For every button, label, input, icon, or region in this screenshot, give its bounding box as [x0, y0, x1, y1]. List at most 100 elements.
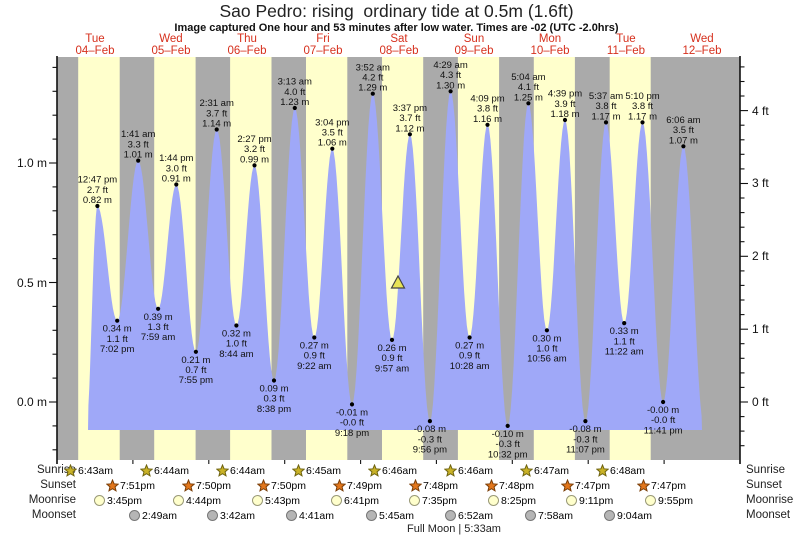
- sunset-entry: 7:47pm: [637, 479, 686, 492]
- row-label-sunset: Sunset: [746, 479, 782, 491]
- sunset-icon: [637, 479, 650, 492]
- low-tide-annotation: 0.30 m 1.0 ft 10:56 am: [527, 333, 567, 364]
- high-tide-annotation: 3:37 pm 3.7 ft 1.12 m: [393, 103, 427, 134]
- low-tide-dot: [193, 349, 198, 354]
- y-axis-label-metres: 0.0 m: [16, 395, 47, 409]
- high-tide-annotation: 5:10 pm 3.8 ft 1.17 m: [625, 91, 659, 122]
- low-tide-dot: [505, 423, 510, 428]
- low-tide-annotation: 0.34 m 1.1 ft 7:02 pm: [100, 324, 134, 355]
- moonset-entry: 3:42am: [206, 509, 255, 522]
- high-tide-dot: [214, 127, 219, 132]
- moonrise-entry: 3:45pm: [93, 494, 142, 507]
- moonrise-time: 9:55pm: [658, 494, 694, 507]
- day-label: Tue 04–Feb: [75, 33, 115, 57]
- high-tide-dot: [370, 91, 375, 96]
- low-tide-annotation: 0.39 m 1.3 ft 7:59 am: [141, 312, 175, 343]
- high-tide-annotation: 1:41 am 3.3 ft 1.01 m: [121, 129, 155, 160]
- moonrise-icon: [331, 495, 342, 506]
- high-tide-annotation: 3:04 pm 3.5 ft 1.06 m: [315, 117, 349, 148]
- moonset-time: 2:49am: [142, 509, 178, 522]
- high-tide-dot: [292, 105, 297, 111]
- low-tide-annotation: -0.08 m -0.3 ft 9:56 pm: [413, 424, 447, 455]
- high-tide-dot: [95, 203, 100, 209]
- moonset-time: 9:04am: [617, 509, 653, 522]
- high-tide-annotation: 4:09 pm 3.8 ft 1.16 m: [470, 93, 504, 124]
- row-label-moonset: Moonset: [31, 509, 76, 521]
- moonset-entry: 6:52am: [444, 509, 493, 522]
- sunrise-entry: 6:48am: [596, 464, 645, 477]
- row-label-sunrise: Sunrise: [37, 464, 76, 476]
- low-tide-annotation: -0.01 m -0.0 ft 9:18 pm: [335, 407, 369, 438]
- sunset-time: 7:48pm: [423, 479, 459, 492]
- sunrise-entry: 6:46am: [368, 464, 417, 477]
- moonrise-icon: [488, 495, 499, 506]
- sunrise-time: 6:47am: [534, 464, 570, 477]
- row-label-moonrise: Moonrise: [746, 494, 793, 506]
- sunset-icon: [182, 479, 195, 492]
- sunrise-time: 6:46am: [458, 464, 494, 477]
- sunrise-icon: [368, 464, 381, 477]
- sunrise-entry: 6:46am: [444, 464, 493, 477]
- moonset-time: 3:42am: [220, 509, 256, 522]
- sunset-time: 7:47pm: [651, 479, 687, 492]
- high-tide-annotation: 2:27 pm 3.2 ft 0.99 m: [237, 134, 271, 165]
- moonrise-icon: [409, 495, 420, 506]
- moonrise-time: 6:41pm: [344, 494, 380, 507]
- moonset-entry: 7:58am: [524, 509, 573, 522]
- sunset-time: 7:51pm: [120, 479, 156, 492]
- sunset-time: 7:47pm: [575, 479, 611, 492]
- low-tide-dot: [271, 378, 277, 383]
- high-tide-dot: [407, 132, 412, 137]
- sunrise-icon: [520, 464, 533, 477]
- high-tide-annotation: 4:29 am 4.3 ft 1.30 m: [433, 60, 467, 91]
- y-axis-label-feet: 4 ft: [752, 104, 769, 118]
- moonrise-entry: 5:43pm: [251, 494, 300, 507]
- sunrise-time: 6:43am: [78, 464, 114, 477]
- moonrise-icon: [94, 495, 105, 506]
- day-label: Fri 07–Feb: [303, 33, 343, 57]
- moonset-time: 4:41am: [299, 509, 335, 522]
- chart-subtitle: Image captured One hour and 53 minutes a…: [174, 22, 619, 34]
- high-tide-annotation: 5:04 am 4.1 ft 1.25 m: [511, 72, 545, 104]
- sunrise-time: 6:44am: [230, 464, 266, 477]
- high-tide-dot: [603, 120, 609, 125]
- high-tide-dot: [526, 101, 531, 106]
- sunset-entry: 7:50pm: [182, 479, 231, 492]
- low-tide-annotation: 0.27 m 0.9 ft 10:28 am: [450, 341, 490, 372]
- moonrise-entry: 9:11pm: [565, 494, 613, 507]
- moonset-icon: [207, 510, 218, 521]
- day-label: Wed 12–Feb: [682, 33, 722, 57]
- y-axis-label-feet: 0 ft: [752, 395, 769, 409]
- sunrise-entry: 6:43am: [64, 464, 113, 477]
- high-tide-annotation: 6:06 am 3.5 ft 1.07 m: [666, 115, 700, 146]
- sunset-time: 7:48pm: [499, 479, 535, 492]
- high-tide-annotation: 5:37 am 3.8 ft 1.17 m: [589, 91, 623, 122]
- moonset-icon: [129, 510, 140, 521]
- low-tide-dot: [544, 328, 550, 333]
- moonrise-icon: [566, 495, 577, 506]
- sunrise-time: 6:45am: [306, 464, 342, 477]
- sunset-icon: [333, 479, 346, 492]
- moonrise-entry: 8:25pm: [487, 494, 536, 507]
- moonset-entry: 4:41am: [285, 509, 334, 522]
- sunset-entry: 7:50pm: [257, 479, 306, 492]
- row-label-sunrise: Sunrise: [746, 464, 785, 476]
- high-tide-dot: [330, 146, 335, 151]
- high-tide-dot: [681, 144, 686, 149]
- high-tide-annotation: 12:47 pm 2.7 ft 0.82 m: [78, 175, 118, 206]
- moonset-time: 6:52am: [458, 509, 494, 522]
- high-tide-annotation: 4:39 pm 3.9 ft 1.18 m: [548, 89, 582, 120]
- low-tide-annotation: 0.33 m 1.1 ft 11:22 am: [605, 326, 644, 357]
- moonrise-entry: 6:41pm: [330, 494, 379, 507]
- day-label: Mon 10–Feb: [530, 33, 570, 57]
- full-moon-label: Full Moon | 5:33am: [407, 523, 501, 535]
- sunrise-entry: 6:44am: [140, 464, 189, 477]
- moonset-time: 5:45am: [379, 509, 415, 522]
- moonset-icon: [445, 510, 456, 521]
- low-tide-dot: [156, 306, 161, 311]
- high-tide-dot: [485, 122, 490, 127]
- sunset-icon: [409, 479, 422, 492]
- sunset-time: 7:49pm: [347, 479, 383, 492]
